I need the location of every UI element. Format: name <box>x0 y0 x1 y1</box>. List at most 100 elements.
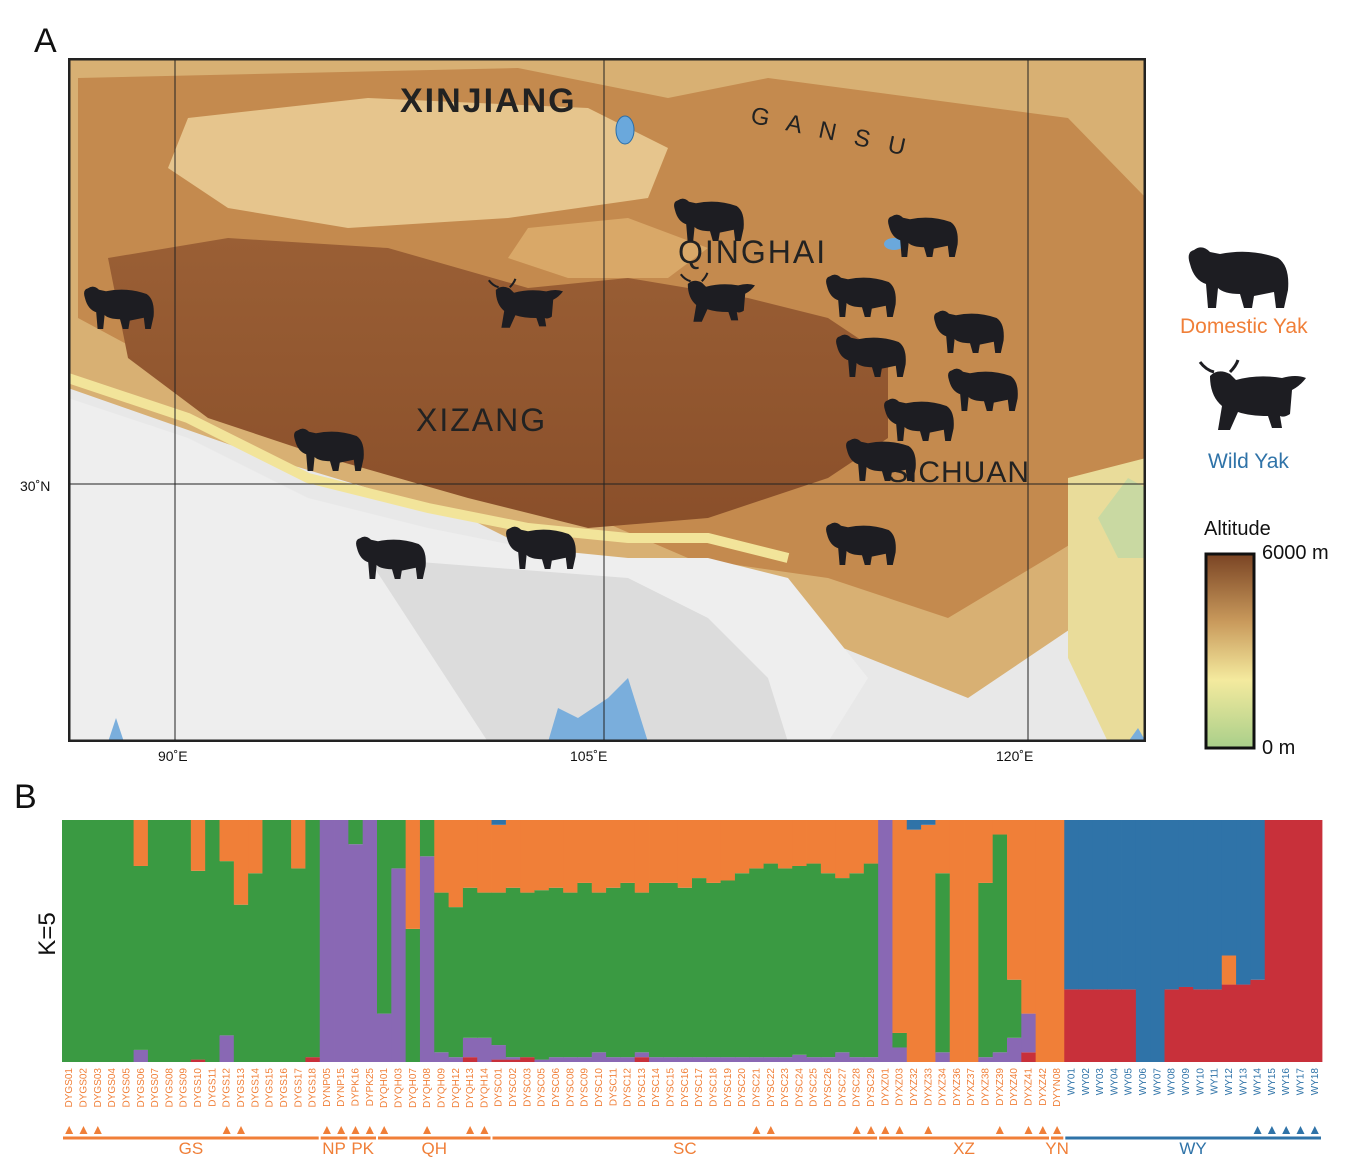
structure-bar-segment <box>992 1052 1008 1062</box>
group-label: WY <box>1179 1139 1206 1158</box>
structure-bar-segment <box>649 882 664 1058</box>
structure-bar-segment <box>491 820 507 825</box>
structure-bar-segment <box>720 820 736 881</box>
sample-label: WY10 <box>1195 1068 1206 1096</box>
sample-marker-triangle <box>1053 1126 1062 1134</box>
structure-bar-segment <box>419 856 435 1062</box>
structure-bar-segment <box>1021 820 1037 1014</box>
structure-bar-segment <box>863 863 879 1058</box>
structure-bar-segment <box>1135 820 1151 1062</box>
sample-marker-triangle <box>1282 1126 1291 1134</box>
structure-bar-segment <box>606 887 621 1058</box>
structure-bar-segment <box>863 1057 879 1062</box>
sample-label: DYSC13 <box>637 1068 648 1107</box>
sample-label: WY15 <box>1267 1068 1278 1096</box>
structure-bar-segment <box>835 820 850 879</box>
region-label-xizang: XIZANG <box>416 402 548 438</box>
lon-tick-105: 105˚E <box>570 748 608 764</box>
structure-bar-segment <box>677 820 693 888</box>
sample-label: DYQH07 <box>408 1068 419 1108</box>
structure-bar-segment <box>133 1049 149 1062</box>
structure-bar-segment <box>233 904 249 1062</box>
structure-bar-segment <box>262 820 278 1062</box>
structure-bar-segment <box>1164 820 1180 990</box>
structure-bar-segment <box>534 890 550 1060</box>
structure-bar-segment <box>505 1059 521 1062</box>
structure-bar-segment <box>434 892 449 1053</box>
sample-marker-triangle <box>881 1126 890 1134</box>
structure-bar-segment <box>520 892 535 1058</box>
structure-bar-segment <box>1207 820 1223 990</box>
structure-bar-segment <box>491 824 507 893</box>
domestic-yak-icon <box>674 198 744 241</box>
wild-yak-icon <box>487 278 563 328</box>
sample-label: DYGS02 <box>79 1068 90 1108</box>
structure-bar-segment <box>835 878 850 1053</box>
region-label-qinghai: QINGHAI <box>678 234 828 270</box>
sample-label: DYGS06 <box>136 1068 147 1108</box>
structure-bar-segment <box>1178 820 1194 987</box>
sample-marker-triangle <box>1310 1126 1319 1134</box>
sample-label: WY08 <box>1167 1068 1178 1096</box>
sample-marker-triangle <box>93 1126 102 1134</box>
sample-marker-triangle <box>365 1126 374 1134</box>
structure-bar-segment <box>849 873 865 1058</box>
structure-bar-segment <box>520 1057 535 1062</box>
sample-label: DYSC02 <box>508 1068 519 1107</box>
structure-bar-segment <box>935 820 951 874</box>
structure-bar-segment <box>505 887 521 1058</box>
structure-bar-segment <box>820 873 836 1058</box>
sample-marker-triangle <box>222 1126 231 1134</box>
panel-b-letter: B <box>14 778 37 816</box>
structure-bar-segment <box>1021 1052 1037 1062</box>
structure-bar-segment <box>620 820 636 883</box>
structure-bar-segment <box>978 1057 994 1062</box>
structure-bar-segment <box>577 820 593 883</box>
sample-marker-triangle <box>423 1126 432 1134</box>
structure-bar-segment <box>563 820 578 893</box>
domestic-yak-icon <box>356 536 426 579</box>
structure-bar-segment <box>505 1057 521 1060</box>
sample-marker-triangle <box>995 1126 1004 1134</box>
structure-bar-segment <box>777 1057 793 1062</box>
sample-label: DYGS04 <box>107 1068 118 1108</box>
group-label: GS <box>179 1139 204 1158</box>
structure-chart: DYGS01 DYGS02 DYGS03 DYGS04 DYGS05 DYGS06 DYGS… <box>62 820 1323 1158</box>
sample-marker-triangle <box>65 1126 74 1134</box>
structure-bar-segment <box>119 820 134 1062</box>
structure-bar-segment <box>90 820 106 1062</box>
legend-wild-label: Wild Yak <box>1208 450 1289 473</box>
structure-bar-segment <box>1092 989 1108 1062</box>
structure-bar-segment <box>448 820 464 908</box>
sample-label: DYGS18 <box>308 1068 319 1108</box>
structure-bar-segment <box>1193 820 1208 990</box>
sample-label: DYSC10 <box>594 1068 605 1107</box>
structure-bar-segment <box>548 820 564 888</box>
structure-bar-segment <box>692 1057 707 1062</box>
sample-label: DYGS13 <box>236 1068 247 1108</box>
sample-label: DYXZ36 <box>952 1068 963 1106</box>
structure-bar-segment <box>806 1057 822 1062</box>
structure-bar-segment <box>563 1057 578 1062</box>
structure-bar-segment <box>921 820 936 825</box>
sample-label: WY09 <box>1181 1068 1192 1096</box>
structure-bar-segment <box>577 882 593 1058</box>
structure-bar-segment <box>806 863 822 1058</box>
structure-bar-segment <box>291 820 306 869</box>
sample-marker-triangle <box>895 1126 904 1134</box>
structure-bar-segment <box>777 820 793 869</box>
structure-bar-segment <box>190 820 206 871</box>
sample-label: DYSC01 <box>494 1068 505 1107</box>
structure-bar-segment <box>434 1052 449 1062</box>
sample-label: DYXZ42 <box>1038 1068 1049 1106</box>
structure-bar-segment <box>663 882 679 1058</box>
structure-bar-segment <box>76 820 92 1062</box>
sample-label: DYSC17 <box>694 1068 705 1107</box>
domestic-yak-icon <box>84 286 154 329</box>
altitude-colorbar <box>1204 552 1256 750</box>
sample-marker-triangle <box>1296 1126 1305 1134</box>
sample-label: WY01 <box>1066 1068 1077 1096</box>
group-label: QH <box>422 1139 448 1158</box>
sample-label: DYQH01 <box>379 1068 390 1108</box>
sample-label: DYSC27 <box>837 1068 848 1107</box>
